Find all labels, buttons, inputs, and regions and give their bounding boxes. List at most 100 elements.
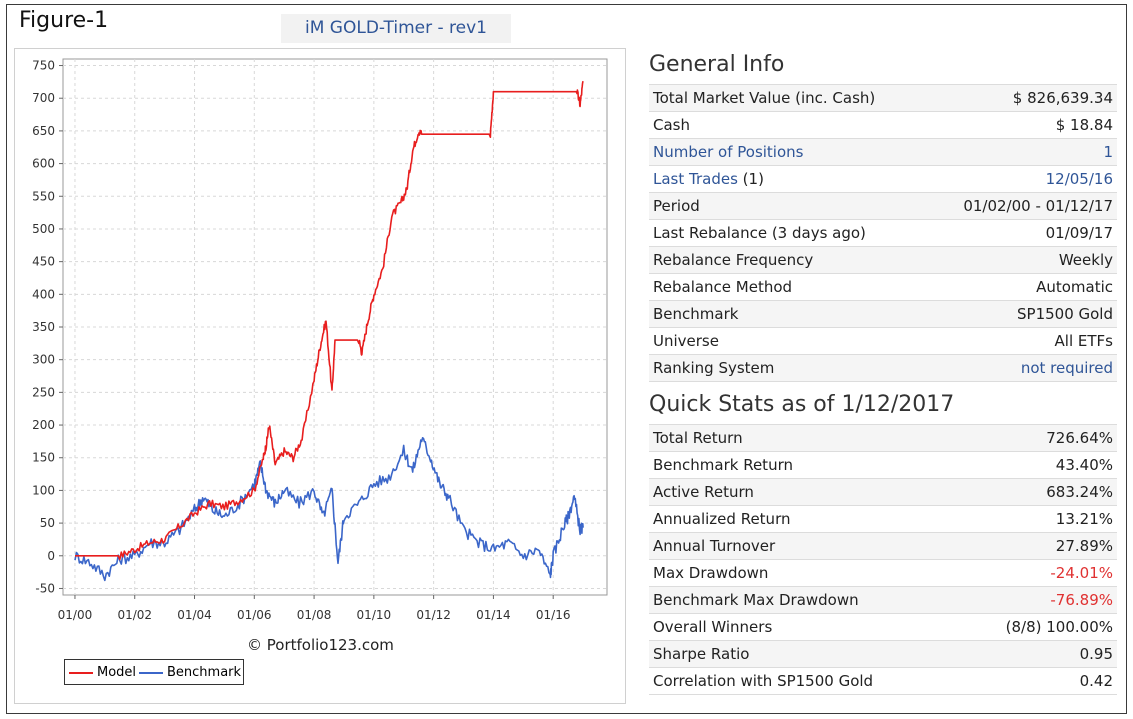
quick-stats-row: Benchmark Max Drawdown -76.89% <box>649 586 1117 613</box>
quick-stats-row: Correlation with SP1500 Gold 0.42 <box>649 667 1117 694</box>
y-tick-label: 200 <box>32 418 55 432</box>
figure-frame <box>6 4 1127 714</box>
general-info-row: Last Rebalance (3 days ago) 01/09/17 <box>649 219 1117 246</box>
legend-label-model: Model <box>97 665 137 680</box>
quick-stats-label: Active Return <box>653 483 754 501</box>
y-tick-label: 500 <box>32 222 55 236</box>
general-info-row: Rebalance Method Automatic <box>649 273 1117 300</box>
general-info-row: Benchmark SP1500 Gold <box>649 300 1117 327</box>
quick-stats-table: Total Return 726.64% Benchmark Return 43.40… <box>649 424 1117 695</box>
quick-stats-label: Correlation with SP1500 Gold <box>653 672 874 690</box>
general-info-row[interactable]: Number of Positions 1 <box>649 138 1117 165</box>
x-tick-label: 01/08 <box>297 608 332 622</box>
quick-stats-label: Annual Turnover <box>653 537 776 555</box>
y-tick-label: 650 <box>32 124 55 138</box>
general-info-value: 01/09/17 <box>1045 224 1113 242</box>
legend-label-benchmark: Benchmark <box>167 665 242 680</box>
y-tick-label: 550 <box>32 189 55 203</box>
legend-swatch-benchmark <box>139 671 163 674</box>
x-tick-label: 01/10 <box>357 608 392 622</box>
general-info-row: Cash $ 18.84 <box>649 111 1117 138</box>
quick-stats-label: Overall Winners <box>653 618 773 636</box>
general-info-row: Universe All ETFs <box>649 327 1117 354</box>
general-info-row: Ranking System not required <box>649 354 1117 381</box>
general-info-label: Benchmark <box>653 305 739 323</box>
y-tick-label: 100 <box>32 483 55 497</box>
legend-item-benchmark: Benchmark <box>139 665 241 680</box>
y-tick-label: 350 <box>32 320 55 334</box>
quick-stats-row: Max Drawdown -24.01% <box>649 559 1117 586</box>
y-tick-label: 700 <box>32 91 55 105</box>
quick-stats-label: Benchmark Max Drawdown <box>653 591 859 609</box>
general-info-value[interactable]: 1 <box>1103 143 1113 161</box>
x-tick-label: 01/16 <box>536 608 571 622</box>
quick-stats-label: Total Return <box>653 429 743 447</box>
general-info-row: Rebalance Frequency Weekly <box>649 246 1117 273</box>
quick-stats-row: Benchmark Return 43.40% <box>649 451 1117 478</box>
quick-stats-title: Quick Stats as of 1/12/2017 <box>649 392 955 417</box>
series-line-model <box>75 80 584 561</box>
y-tick-label: 600 <box>32 157 55 171</box>
general-info-label: Last Rebalance (3 days ago) <box>653 224 866 242</box>
general-info-label: Universe <box>653 332 719 350</box>
quick-stats-value: 27.89% <box>1055 537 1113 555</box>
general-info-label: Period <box>653 197 700 215</box>
quick-stats-label: Benchmark Return <box>653 456 793 474</box>
y-tick-label: 400 <box>32 287 55 301</box>
y-tick-label: 450 <box>32 255 55 269</box>
y-tick-label: 150 <box>32 451 55 465</box>
series-line-benchmark <box>74 436 584 582</box>
y-tick-label: 50 <box>40 516 55 530</box>
y-tick-label: 0 <box>47 549 55 563</box>
quick-stats-row: Active Return 683.24% <box>649 478 1117 505</box>
quick-stats-row: Total Return 726.64% <box>649 424 1117 451</box>
general-info-row: Period 01/02/00 - 01/12/17 <box>649 192 1117 219</box>
x-tick-label: 01/14 <box>476 608 511 622</box>
legend-item-model: Model <box>69 665 136 680</box>
general-info-row[interactable]: Last Trades (1) 12/05/16 <box>649 165 1117 192</box>
general-info-label: Cash <box>653 116 690 134</box>
general-info-value: Automatic <box>1036 278 1113 296</box>
general-info-value[interactable]: not required <box>1020 359 1113 377</box>
general-info-label: Ranking System <box>653 359 775 377</box>
general-info-label[interactable]: Number of Positions <box>653 143 804 161</box>
quick-stats-label: Annualized Return <box>653 510 791 528</box>
quick-stats-value: -24.01% <box>1050 564 1113 582</box>
x-tick-label: 01/12 <box>416 608 451 622</box>
chart-legend: Model Benchmark <box>64 659 244 685</box>
general-info-value: All ETFs <box>1054 332 1113 350</box>
general-info-table: Total Market Value (inc. Cash) $ 826,639.… <box>649 84 1117 382</box>
legend-swatch-model <box>69 671 93 674</box>
quick-stats-row: Sharpe Ratio 0.95 <box>649 640 1117 667</box>
general-info-label[interactable]: Last Trades (1) <box>653 170 764 188</box>
quick-stats-value: (8/8) 100.00% <box>1005 618 1113 636</box>
y-tick-label: 300 <box>32 353 55 367</box>
quick-stats-value: 726.64% <box>1046 429 1113 447</box>
quick-stats-label: Sharpe Ratio <box>653 645 750 663</box>
general-info-row: Total Market Value (inc. Cash) $ 826,639.… <box>649 84 1117 111</box>
quick-stats-value: 0.42 <box>1079 672 1113 690</box>
quick-stats-value: 0.95 <box>1079 645 1113 663</box>
quick-stats-value: 13.21% <box>1055 510 1113 528</box>
quick-stats-value: 683.24% <box>1046 483 1113 501</box>
x-tick-label: 01/00 <box>58 608 93 622</box>
x-tick-label: 01/04 <box>177 608 212 622</box>
general-info-label: Rebalance Frequency <box>653 251 814 269</box>
quick-stats-value: -76.89% <box>1050 591 1113 609</box>
x-tick-label: 01/06 <box>237 608 272 622</box>
general-info-value: 01/02/00 - 01/12/17 <box>963 197 1113 215</box>
figure-label: Figure-1 <box>19 8 109 33</box>
general-info-value: Weekly <box>1058 251 1113 269</box>
general-info-title: General Info <box>649 52 785 77</box>
copyright-notice: © Portfolio123.com <box>247 636 394 654</box>
chart-panel: 750 700 650 600 550 500 450 400 350 300 250 200 150 1… <box>14 48 626 704</box>
y-tick-label: 250 <box>32 385 55 399</box>
general-info-value: $ 18.84 <box>1055 116 1113 134</box>
model-title[interactable]: iM GOLD-Timer - rev1 <box>281 14 511 43</box>
general-info-value[interactable]: 12/05/16 <box>1045 170 1113 188</box>
quick-stats-label: Max Drawdown <box>653 564 769 582</box>
y-tick-label: -50 <box>35 581 55 595</box>
quick-stats-row: Annualized Return 13.21% <box>649 505 1117 532</box>
general-info-label: Rebalance Method <box>653 278 793 296</box>
info-panel: General Info Total Market Value (inc. Ca… <box>649 48 1117 695</box>
